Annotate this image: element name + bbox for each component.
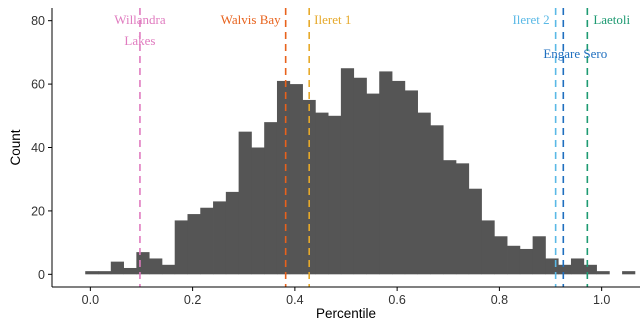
histogram-bar [264, 122, 278, 275]
histogram-bar [149, 258, 163, 275]
histogram-bar [213, 201, 227, 275]
x-tick-label: 0.0 [82, 293, 99, 307]
histogram-bar [289, 84, 303, 275]
histogram-bar [366, 93, 380, 275]
histogram-bar [200, 207, 214, 275]
histogram-bar [519, 248, 534, 275]
histogram-bar [532, 236, 546, 275]
histogram-bar [328, 115, 342, 275]
axes-group: 0.0 0.2 0.4 0.6 0.8 1.0 0 20 40 60 80 [31, 8, 640, 307]
histogram-bar [276, 80, 291, 275]
histogram-bar [545, 258, 559, 275]
histogram-bar [417, 112, 431, 275]
histogram-bar [315, 112, 329, 275]
histogram-bar [596, 271, 610, 275]
annotation-label: Ileret 2 [512, 12, 549, 27]
histogram-bar [494, 236, 508, 275]
annotation-label: Lakes [124, 33, 155, 48]
x-tick-label: 1.0 [593, 293, 610, 307]
annotation-label: Walvis Bay [221, 12, 281, 27]
annotation-label: Willandra [114, 12, 166, 27]
histogram-bar [85, 271, 99, 275]
annotation-labels-group: Willandra Lakes Walvis Bay Ileret 1 Ileret 2… [114, 12, 630, 61]
histogram-bar [238, 131, 252, 275]
histogram-bar [583, 264, 597, 275]
bars-group [85, 68, 636, 275]
histogram-bar [507, 245, 521, 275]
annotation-label: Engare Sero [543, 46, 607, 61]
x-tick-label: 0.2 [184, 293, 201, 307]
histogram-bar [404, 90, 418, 275]
histogram-bar [302, 99, 316, 275]
reference-lines-group [139, 8, 589, 287]
histogram-bar [622, 271, 636, 275]
histogram-bar [468, 188, 482, 275]
histogram-bar [379, 71, 393, 275]
histogram-bar [430, 125, 444, 275]
histogram-bar [570, 258, 585, 275]
x-tick-label: 0.6 [388, 293, 405, 307]
histogram-bar [340, 68, 355, 275]
histogram-bar [136, 252, 150, 275]
histogram-bar [558, 264, 572, 275]
histogram-bar [110, 261, 124, 275]
histogram-bar [123, 267, 137, 275]
histogram-bar [174, 220, 188, 275]
histogram-bar [251, 147, 265, 275]
y-tick-label: 0 [38, 268, 45, 282]
x-tick-label: 0.4 [286, 293, 303, 307]
y-tick-label: 20 [31, 204, 45, 218]
histogram-bar [353, 77, 367, 275]
x-axis-title: Percentile [316, 306, 376, 321]
y-tick-label: 40 [31, 141, 45, 155]
histogram-bar [98, 271, 112, 275]
histogram-bar [392, 80, 406, 275]
histogram-bar [455, 163, 470, 275]
y-tick-label: 80 [31, 14, 45, 28]
histogram-bar [225, 191, 240, 275]
annotation-label: Ileret 1 [314, 12, 351, 27]
histogram-bar [187, 214, 201, 275]
annotation-label: Laetoli [593, 12, 630, 27]
histogram-bar [443, 160, 457, 275]
y-axis-title: Count [8, 129, 23, 165]
y-tick-label: 60 [31, 78, 45, 92]
histogram-bar [161, 264, 176, 275]
x-tick-label: 0.8 [491, 293, 508, 307]
histogram-bar [481, 220, 495, 275]
